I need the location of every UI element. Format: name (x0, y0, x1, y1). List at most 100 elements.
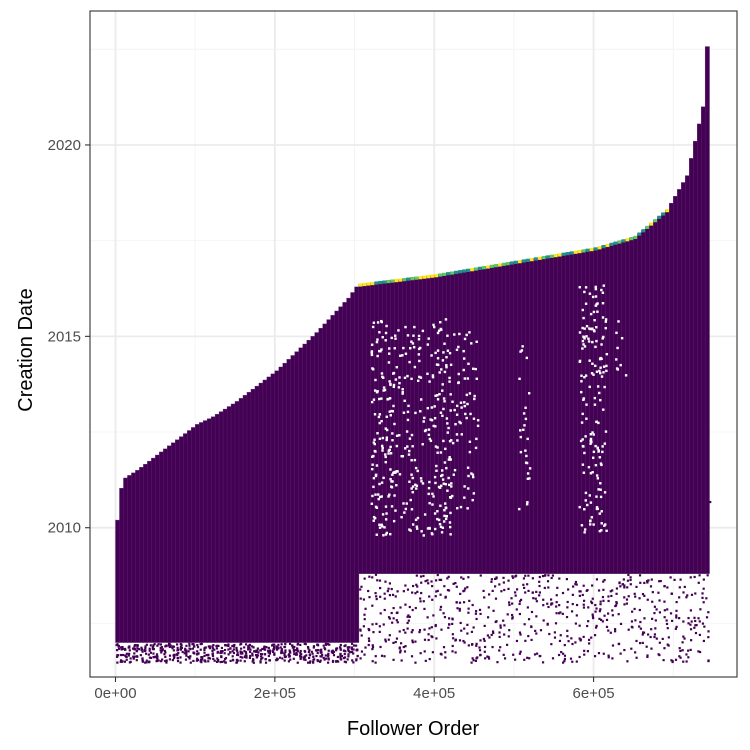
bin-column (704, 46, 710, 574)
bin-cell-sparse (601, 620, 604, 623)
empty-bin (605, 364, 608, 368)
bin-cell-sparse (683, 585, 686, 589)
bin-cell-sparse (551, 574, 555, 577)
empty-bin (419, 398, 423, 401)
bin-cell-sparse (479, 574, 482, 577)
empty-bin (599, 495, 603, 499)
bin-cell-sparse (367, 637, 371, 640)
bin-column (497, 264, 503, 574)
empty-bin (444, 502, 447, 505)
bin-cell-sparse (470, 630, 474, 633)
bin-cell-sparse (148, 647, 151, 650)
bin-column (621, 240, 627, 574)
bin-cell-sparse (196, 653, 199, 656)
empty-bin (459, 505, 463, 509)
empty-bin (592, 373, 595, 376)
empty-bin (370, 343, 374, 346)
bin-cell-sparse (675, 609, 678, 612)
empty-bin (600, 343, 603, 346)
bin-cell-sparse (410, 631, 413, 634)
empty-bin (453, 468, 457, 472)
bin-cell-sparse (427, 638, 430, 642)
bin-column (155, 454, 160, 643)
empty-bin (445, 365, 448, 369)
bin-cell-high (529, 258, 535, 262)
bin-cell-sparse (279, 646, 282, 649)
bin-cell-sparse (224, 661, 227, 664)
empty-bin (414, 466, 418, 470)
bin-cell-sparse (124, 648, 127, 651)
bin-cell-high (493, 264, 499, 268)
bin-cell-sparse (123, 660, 127, 663)
bin-cell-sparse (183, 652, 186, 655)
bin-cell-sparse (498, 631, 501, 634)
empty-bin (441, 478, 445, 481)
bin-cell-sparse (523, 658, 526, 661)
empty-bin (449, 363, 453, 367)
bin-cell-sparse (526, 606, 529, 609)
empty-bin (384, 505, 388, 508)
bin-cell-sparse (536, 652, 539, 655)
empty-bin (602, 284, 605, 287)
bin-cell-sparse (663, 647, 666, 650)
empty-bin (598, 357, 602, 361)
bin-column (521, 260, 527, 574)
empty-bin (595, 326, 598, 329)
bin-cell-sparse (368, 596, 371, 599)
empty-bin (603, 442, 607, 445)
bin-cell-sparse (259, 660, 262, 663)
bin-column (346, 297, 352, 643)
empty-bin (402, 346, 405, 350)
bin-cell-sparse (566, 635, 569, 638)
empty-bin (374, 493, 377, 496)
bin-cell-sparse (295, 649, 298, 652)
bin-cell-sparse (498, 583, 501, 586)
bin-cell-sparse (188, 657, 191, 660)
empty-bin (457, 381, 460, 384)
empty-bin (384, 453, 387, 456)
empty-bin (437, 485, 441, 489)
bin-cell-sparse (591, 584, 594, 587)
empty-bin (372, 515, 376, 519)
bin-cell-sparse (422, 600, 425, 603)
empty-bin (401, 388, 404, 391)
bin-cell-sparse (598, 610, 601, 613)
empty-bin (468, 450, 472, 454)
bin-cell-sparse (678, 647, 681, 650)
bin-cell-sparse (570, 610, 574, 613)
empty-bin (391, 480, 394, 483)
bin-cell-sparse (475, 644, 478, 647)
bin-cell-sparse (321, 653, 324, 656)
bin-cell-sparse (145, 659, 148, 662)
empty-bin (459, 401, 463, 404)
bin-cell-sparse (468, 599, 471, 602)
bin-cell-sparse (678, 586, 681, 589)
bin-column (637, 233, 642, 574)
empty-bin (372, 476, 376, 480)
bin-cell-sparse (641, 633, 644, 636)
bin-cell-sparse (135, 644, 138, 647)
bin-cell-sparse (378, 579, 382, 582)
empty-bin (595, 303, 598, 306)
empty-bin (602, 371, 605, 374)
bin-cell-sparse (495, 620, 498, 623)
bin-cell-sparse (260, 658, 263, 661)
bin-cell-sparse (647, 579, 650, 582)
empty-bin (411, 490, 414, 494)
bin-cell-sparse (116, 661, 119, 664)
bin-cell-sparse (482, 637, 486, 641)
bin-cell-sparse (159, 646, 162, 649)
empty-bin (466, 466, 470, 469)
empty-bin (404, 447, 407, 450)
empty-bin (385, 324, 388, 328)
bin-cell-sparse (694, 624, 697, 627)
bin-cell-sparse (690, 639, 693, 642)
empty-bin (596, 477, 600, 480)
empty-bin (584, 491, 588, 495)
bin-cell-sparse (169, 645, 172, 648)
bin-cell-sparse (496, 661, 499, 664)
bin-cell-sparse (687, 656, 690, 659)
bin-cell-sparse (212, 644, 215, 647)
bin-column (294, 351, 300, 643)
empty-bin (381, 525, 384, 528)
